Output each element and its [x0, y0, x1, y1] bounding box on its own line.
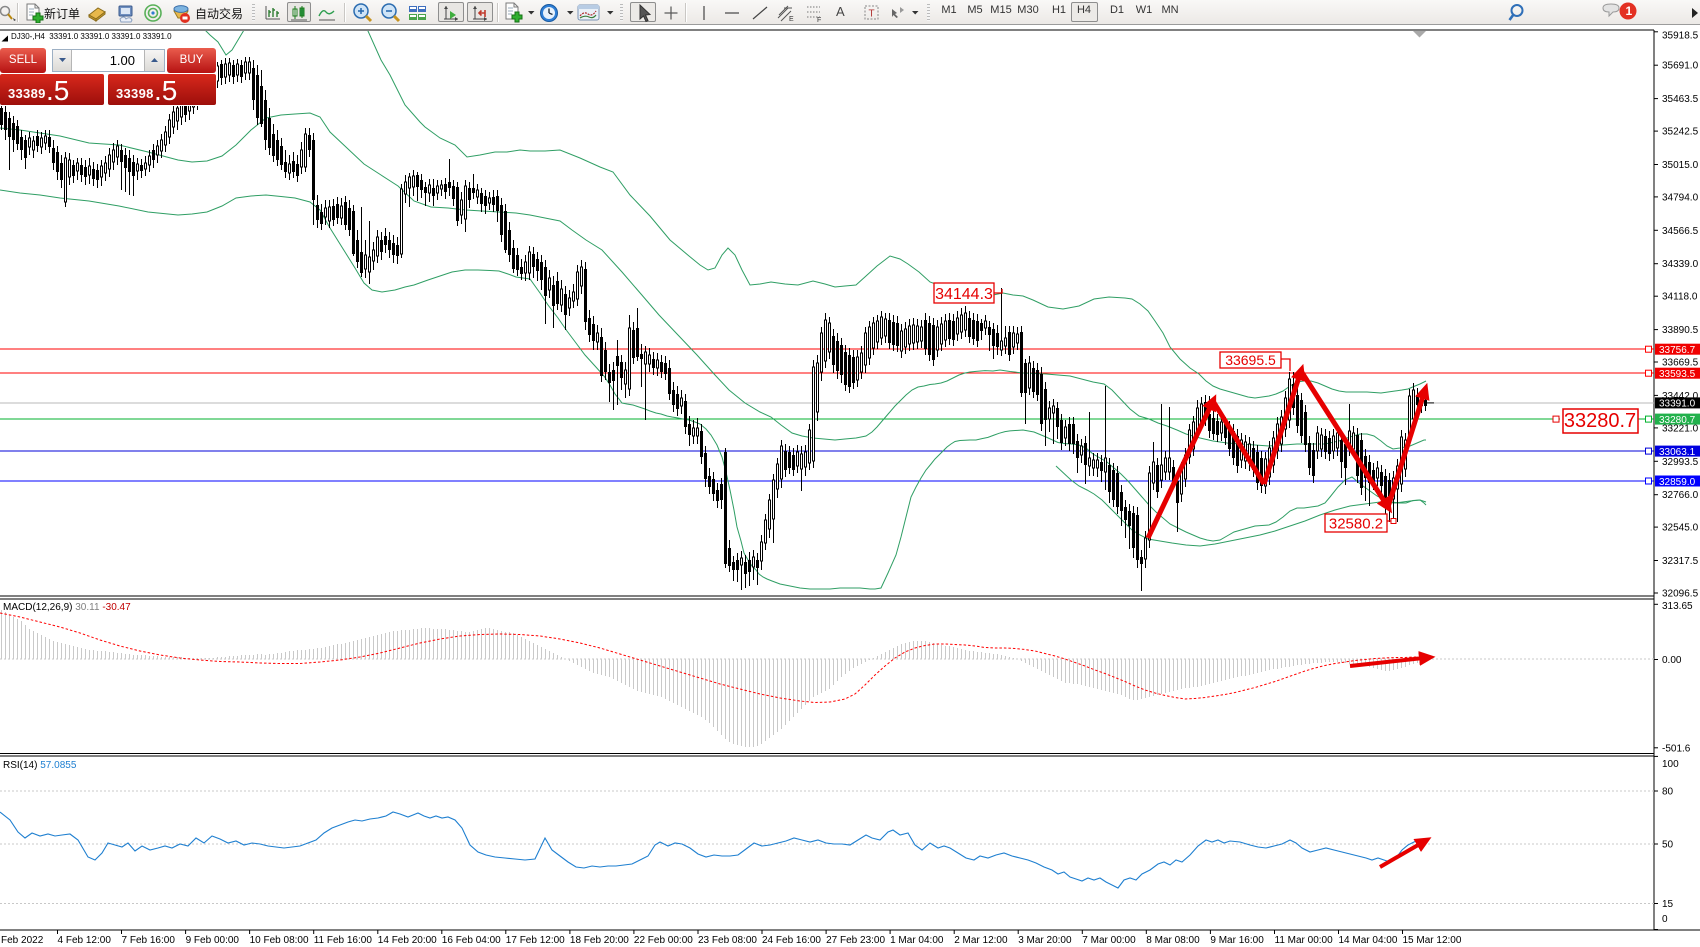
svg-text:RSI(14) 57.0855: RSI(14) 57.0855	[3, 760, 77, 771]
svg-text:11 Feb 16:00: 11 Feb 16:00	[314, 935, 373, 946]
svg-text:34118.0: 34118.0	[1662, 292, 1698, 303]
svg-text:33442.0: 33442.0	[1662, 391, 1699, 402]
svg-text:50: 50	[1662, 840, 1674, 851]
svg-text:-501.6: -501.6	[1662, 743, 1691, 754]
svg-text:35015.0: 35015.0	[1662, 160, 1699, 171]
svg-text:32317.5: 32317.5	[1662, 556, 1699, 567]
svg-text:9 Feb 00:00: 9 Feb 00:00	[186, 935, 240, 946]
svg-text:0.00: 0.00	[1662, 655, 1682, 666]
svg-text:32766.0: 32766.0	[1662, 490, 1699, 501]
svg-text:33063.1: 33063.1	[1659, 447, 1696, 458]
svg-text:23 Feb 08:00: 23 Feb 08:00	[698, 935, 757, 946]
svg-text:33695.5: 33695.5	[1225, 352, 1276, 368]
svg-text:35918.5: 35918.5	[1662, 31, 1699, 42]
svg-text:34339.0: 34339.0	[1662, 259, 1699, 270]
svg-text:8 Mar 08:00: 8 Mar 08:00	[1146, 935, 1200, 946]
svg-text:15 Mar 12:00: 15 Mar 12:00	[1403, 935, 1462, 946]
svg-text:1 Mar 04:00: 1 Mar 04:00	[890, 935, 944, 946]
svg-text:313.65: 313.65	[1662, 601, 1693, 612]
svg-text:34144.3: 34144.3	[935, 286, 993, 303]
svg-text:34794.0: 34794.0	[1662, 192, 1699, 203]
svg-text:33280.7: 33280.7	[1564, 410, 1636, 432]
svg-text:32580.2: 32580.2	[1329, 515, 1383, 532]
svg-text:100: 100	[1662, 759, 1679, 770]
svg-text:E: E	[789, 16, 794, 23]
svg-text:33221.0: 33221.0	[1662, 423, 1699, 434]
svg-text:32859.0: 32859.0	[1659, 477, 1696, 488]
svg-text:Feb 2022: Feb 2022	[1, 935, 44, 946]
svg-text:14 Mar 04:00: 14 Mar 04:00	[1339, 935, 1398, 946]
svg-text:80: 80	[1662, 787, 1674, 798]
svg-text:35691.0: 35691.0	[1662, 61, 1699, 72]
svg-text:15: 15	[1662, 899, 1674, 910]
svg-text:17 Feb 12:00: 17 Feb 12:00	[506, 935, 565, 946]
svg-text:7 Feb 16:00: 7 Feb 16:00	[122, 935, 176, 946]
svg-text:33391.0: 33391.0	[1659, 399, 1696, 410]
svg-text:11 Mar 00:00: 11 Mar 00:00	[1275, 935, 1334, 946]
svg-text:33280.7: 33280.7	[1659, 415, 1696, 426]
svg-text:33593.5: 33593.5	[1659, 369, 1696, 380]
svg-text:35463.5: 35463.5	[1662, 94, 1699, 105]
svg-text:32993.5: 32993.5	[1662, 457, 1699, 468]
svg-text:18 Feb 20:00: 18 Feb 20:00	[570, 935, 629, 946]
svg-text:3 Mar 20:00: 3 Mar 20:00	[1018, 935, 1072, 946]
svg-text:33756.7: 33756.7	[1659, 345, 1696, 356]
svg-text:F: F	[817, 17, 821, 23]
svg-text:35242.5: 35242.5	[1662, 127, 1699, 138]
svg-text:16 Feb 04:00: 16 Feb 04:00	[442, 935, 501, 946]
svg-text:4 Feb 12:00: 4 Feb 12:00	[58, 935, 112, 946]
svg-text:33890.5: 33890.5	[1662, 325, 1699, 336]
svg-text:T: T	[869, 9, 875, 20]
svg-text:0: 0	[1662, 914, 1668, 925]
svg-text:10 Feb 08:00: 10 Feb 08:00	[250, 935, 309, 946]
svg-text:9 Mar 16:00: 9 Mar 16:00	[1210, 935, 1264, 946]
svg-text:24 Feb 16:00: 24 Feb 16:00	[762, 935, 821, 946]
svg-text:MACD(12,26,9) 30.11 -30.47: MACD(12,26,9) 30.11 -30.47	[3, 602, 131, 613]
svg-text:32545.0: 32545.0	[1662, 523, 1699, 534]
svg-text:22 Feb 00:00: 22 Feb 00:00	[634, 935, 693, 946]
svg-text:34566.5: 34566.5	[1662, 226, 1699, 237]
svg-text:7 Mar 00:00: 7 Mar 00:00	[1082, 935, 1136, 946]
svg-text:32096.5: 32096.5	[1662, 589, 1699, 600]
svg-text:33669.5: 33669.5	[1662, 358, 1699, 369]
svg-text:27 Feb 23:00: 27 Feb 23:00	[826, 935, 885, 946]
svg-text:1: 1	[1626, 4, 1633, 18]
svg-text:14 Feb 20:00: 14 Feb 20:00	[378, 935, 437, 946]
svg-text:2 Mar 12:00: 2 Mar 12:00	[954, 935, 1008, 946]
